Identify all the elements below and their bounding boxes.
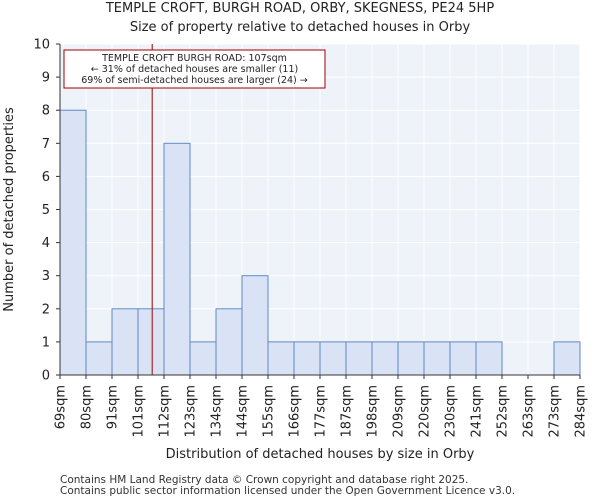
footer-copyright: Contains HM Land Registry data © Crown c…	[60, 474, 469, 486]
bar-chart: 0 1 2 3 4 5 6 7 8 9 10 69sqm 80sqm 91sqm 101sqm 112sqm 1…	[2, 38, 589, 463]
x-tick-label: 101sqm	[132, 385, 147, 438]
y-tick-label: 1	[42, 335, 50, 350]
y-tick-label: 2	[42, 302, 50, 317]
y-tick-label: 6	[42, 170, 50, 185]
y-tick-label: 8	[42, 104, 50, 119]
x-tick-label: 198sqm	[366, 385, 381, 438]
x-tick-label: 230sqm	[444, 385, 459, 438]
footer-licence: Contains public sector information licen…	[60, 485, 516, 497]
annotation-line: ← 31% of detached houses are smaller (11…	[91, 64, 298, 75]
bar	[475, 341, 503, 376]
bar	[241, 275, 269, 376]
y-tick-label: 4	[42, 236, 50, 251]
y-tick-label: 10	[33, 38, 50, 53]
bar	[111, 308, 139, 376]
y-axis-label: Number of detached properties	[2, 107, 17, 312]
x-tick-label: 134sqm	[210, 385, 225, 438]
bar	[319, 341, 347, 376]
x-tick-label: 252sqm	[496, 385, 511, 438]
bar	[163, 142, 191, 376]
bar	[85, 341, 113, 376]
bar	[137, 308, 165, 376]
x-tick-label: 166sqm	[288, 385, 303, 438]
x-tick-label: 263sqm	[522, 385, 537, 438]
y-tick-label: 3	[42, 269, 50, 284]
chart-subtitle: Size of property relative to detached ho…	[129, 20, 471, 35]
annotation-line: TEMPLE CROFT BURGH ROAD: 107sqm	[101, 53, 287, 64]
x-tick-label: 284sqm	[574, 385, 589, 438]
bar	[293, 341, 321, 376]
x-tick-label: 177sqm	[314, 385, 329, 438]
annotation-box	[63, 49, 326, 89]
y-tick-label: 0	[42, 369, 50, 384]
x-tick-label: 209sqm	[392, 385, 407, 438]
x-tick-label: 273sqm	[548, 385, 563, 438]
x-tick-label: 112sqm	[158, 385, 173, 438]
y-tick-label: 7	[42, 137, 50, 152]
annotation-line: 69% of semi-detached houses are larger (…	[81, 75, 308, 86]
bar	[371, 341, 399, 376]
y-tick-label: 9	[42, 71, 50, 86]
y-tick-label: 5	[42, 203, 50, 218]
x-tick-label: 144sqm	[236, 385, 251, 438]
x-tick-label: 241sqm	[470, 385, 485, 438]
bar	[397, 341, 425, 376]
bar	[345, 341, 373, 376]
x-tick-label: 187sqm	[340, 385, 355, 438]
x-tick-label: 220sqm	[418, 385, 433, 438]
chart-title: TEMPLE CROFT, BURGH ROAD, ORBY, SKEGNESS…	[105, 1, 495, 16]
bar	[267, 341, 295, 376]
x-tick-label: 80sqm	[80, 385, 95, 429]
bar	[189, 341, 217, 376]
x-tick-label: 155sqm	[262, 385, 277, 438]
bar	[59, 109, 87, 376]
x-tick-label: 91sqm	[106, 385, 121, 429]
bar	[423, 341, 451, 376]
bar	[553, 341, 581, 376]
x-tick-label: 123sqm	[184, 385, 199, 438]
x-axis-label: Distribution of detached houses by size …	[166, 447, 475, 462]
bar	[215, 308, 243, 376]
x-tick-label: 69sqm	[54, 385, 69, 429]
bar	[449, 341, 477, 376]
